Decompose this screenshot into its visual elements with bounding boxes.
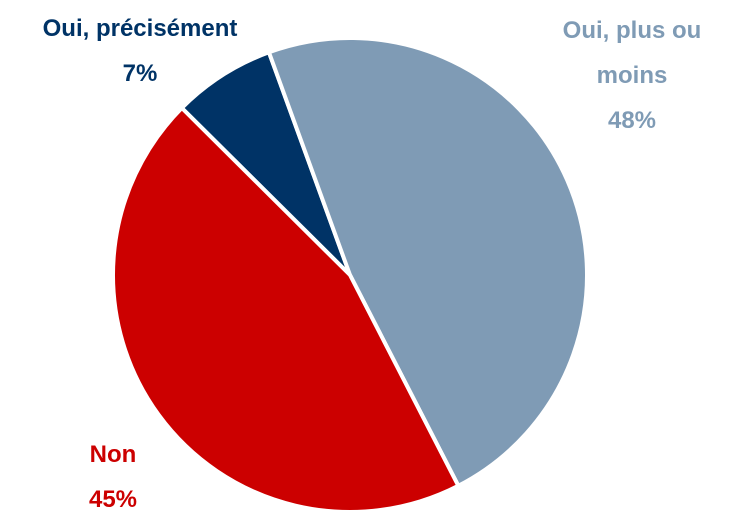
slice-value: 45% xyxy=(88,486,138,513)
slice-label: Oui, précisément 7% xyxy=(0,6,280,96)
slice-label: Oui, plus ou moins 48% xyxy=(542,8,722,143)
slice-value: 48% xyxy=(607,107,657,134)
slice-label: Non 45% xyxy=(33,432,193,522)
slice-value: 7% xyxy=(122,60,158,87)
slice-name: Non xyxy=(89,441,137,468)
pie-slice xyxy=(111,106,461,512)
slice-name: Oui, plus ou moins xyxy=(562,17,702,89)
pie-slice xyxy=(266,36,589,488)
slice-name: Oui, précisément xyxy=(42,15,238,42)
pie-slice xyxy=(179,50,352,277)
